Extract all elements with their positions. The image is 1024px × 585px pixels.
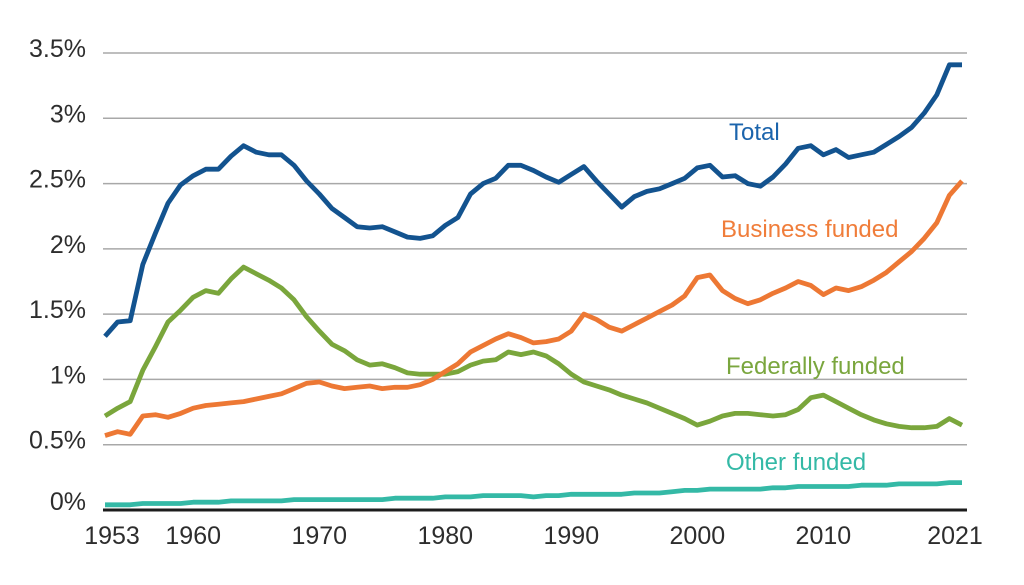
x-tick-label: 2021 <box>927 522 983 550</box>
y-tick-label: 2.5% <box>29 166 86 194</box>
x-tick-label: 2000 <box>670 522 726 550</box>
y-tick-label: 0% <box>50 488 86 516</box>
x-tick-label: 1980 <box>417 522 473 550</box>
y-tick-label: 3.5% <box>29 35 86 63</box>
series-label-total: Total <box>729 119 780 146</box>
line-federally-funded <box>103 264 964 431</box>
y-tick-label: 0.5% <box>29 427 86 455</box>
line-other-funded <box>105 480 962 508</box>
y-tick-label: 2% <box>50 231 86 259</box>
x-tick-label: 1970 <box>291 522 347 550</box>
y-tick-label: 3% <box>50 100 86 128</box>
line-business-funded <box>104 179 964 438</box>
series-label-federally-funded: Federally funded <box>726 353 905 380</box>
x-tick-label: 1990 <box>543 522 599 550</box>
series-label-business-funded: Business funded <box>721 216 899 243</box>
line-total <box>103 62 962 338</box>
x-tick-label: 1953 <box>84 522 140 550</box>
x-tick-label: 1960 <box>165 522 221 550</box>
series-label-other-funded: Other funded <box>726 449 867 476</box>
y-tick-label: 1.5% <box>29 296 86 324</box>
y-tick-label: 1% <box>50 361 86 389</box>
x-tick-label: 2010 <box>796 522 852 550</box>
